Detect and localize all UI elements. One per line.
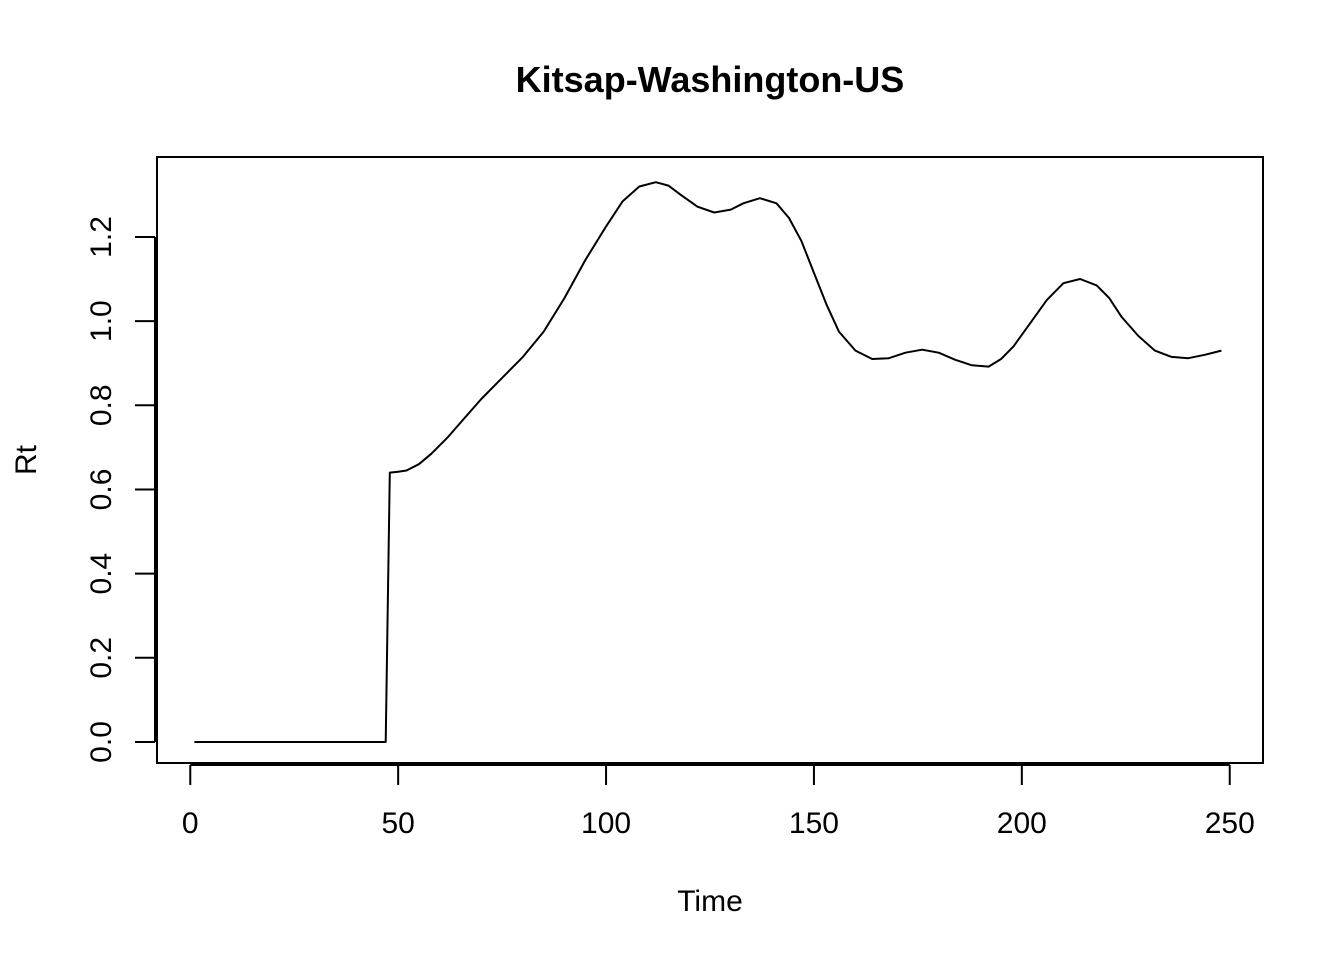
y-tick-label: 1.2 bbox=[85, 216, 118, 258]
y-tick-label: 0.4 bbox=[85, 553, 118, 595]
rt-series-line bbox=[194, 181, 1222, 743]
x-tick-label: 0 bbox=[182, 807, 199, 840]
y-tick-label: 0.6 bbox=[85, 469, 118, 511]
x-tick-label: 100 bbox=[581, 807, 631, 840]
x-axis: 0 50 100 150 200 250 bbox=[182, 764, 1255, 840]
x-tick-label: 200 bbox=[997, 807, 1047, 840]
y-axis: 0.0 0.2 0.4 0.6 0.8 1.0 1.2 bbox=[85, 216, 156, 763]
y-tick-label: 0.2 bbox=[85, 637, 118, 679]
plot-frame bbox=[156, 156, 1264, 764]
y-tick-label: 0.0 bbox=[85, 721, 118, 763]
x-tick-label: 250 bbox=[1205, 807, 1255, 840]
x-tick-label: 50 bbox=[381, 807, 414, 840]
y-axis-label: Rt bbox=[10, 444, 43, 475]
chart-title: Kitsap-Washington-US bbox=[516, 59, 905, 100]
x-axis-label: Time bbox=[677, 885, 743, 918]
y-tick-label: 1.0 bbox=[85, 300, 118, 342]
x-tick-label: 150 bbox=[789, 807, 839, 840]
y-tick-label: 0.8 bbox=[85, 384, 118, 426]
